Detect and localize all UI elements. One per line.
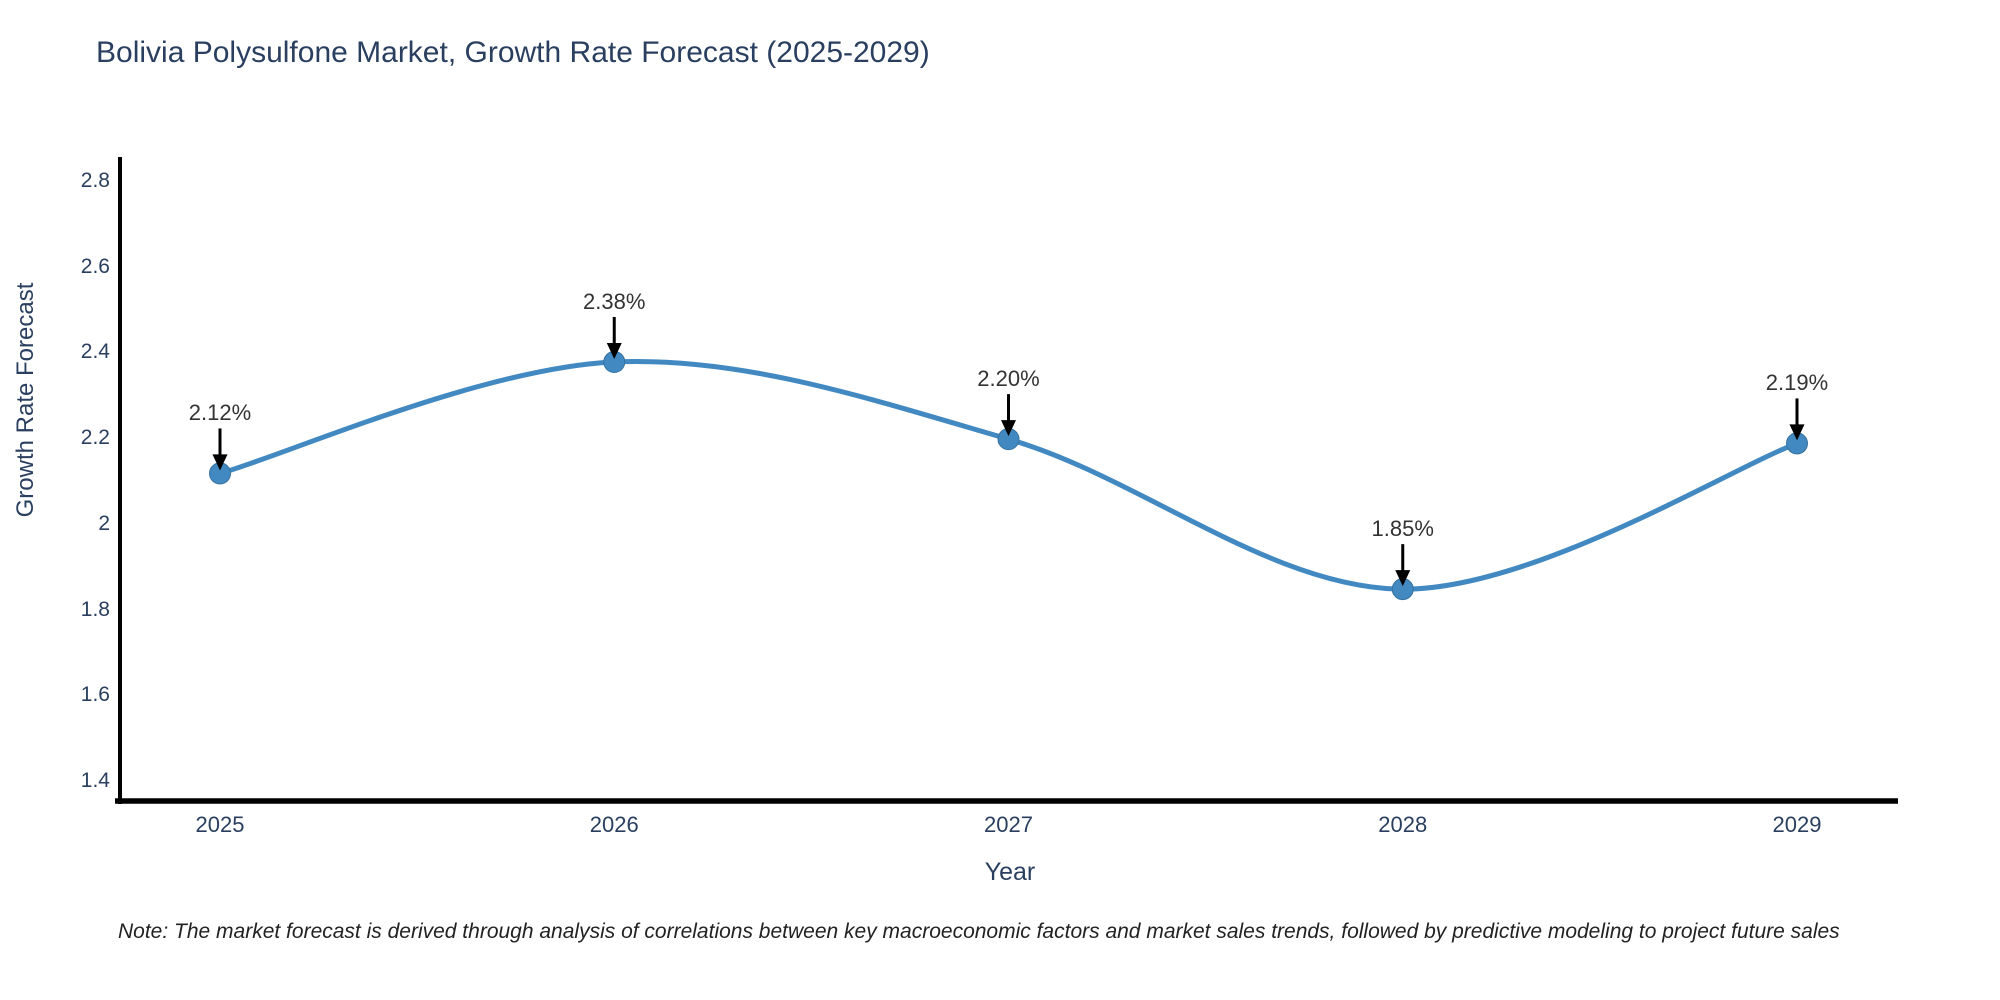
y-axis-title: Growth Rate Forecast xyxy=(12,282,39,518)
chart-title: Bolivia Polysulfone Market, Growth Rate … xyxy=(96,36,930,69)
y-tick-label: 1.4 xyxy=(80,769,110,792)
y-tick-label: 2.6 xyxy=(80,254,110,278)
footnote: Note: The market forecast is derived thr… xyxy=(118,920,1840,943)
x-tick-label: 2025 xyxy=(195,812,245,837)
y-tick-label: 2 xyxy=(98,511,110,535)
x-tick-label: 2027 xyxy=(984,812,1033,837)
x-axis-title: Year xyxy=(984,858,1036,886)
y-tick-label: 2.8 xyxy=(80,169,110,192)
y-tick-label: 2.2 xyxy=(80,426,110,450)
y-tick-label: 1.8 xyxy=(80,597,110,621)
annotation-arrowhead xyxy=(1395,570,1411,587)
x-tick-label: 2026 xyxy=(589,812,639,837)
y-tick-label: 2.4 xyxy=(80,340,110,364)
annotation-arrowhead xyxy=(1001,420,1016,437)
point-annotation-label: 2.20% xyxy=(977,366,1040,392)
x-tick-label: 2029 xyxy=(1772,812,1822,837)
point-annotation-label: 2.19% xyxy=(1765,370,1829,396)
annotation-arrowhead xyxy=(606,343,622,360)
point-annotation-label: 2.12% xyxy=(188,400,252,426)
point-annotation-label: 1.85% xyxy=(1371,516,1434,542)
annotation-arrowhead xyxy=(1789,424,1805,441)
x-tick-label: 2028 xyxy=(1378,812,1428,837)
y-tick-label: 1.6 xyxy=(80,683,110,707)
point-annotation-label: 2.38% xyxy=(583,289,646,314)
annotation-arrowhead xyxy=(212,454,228,471)
